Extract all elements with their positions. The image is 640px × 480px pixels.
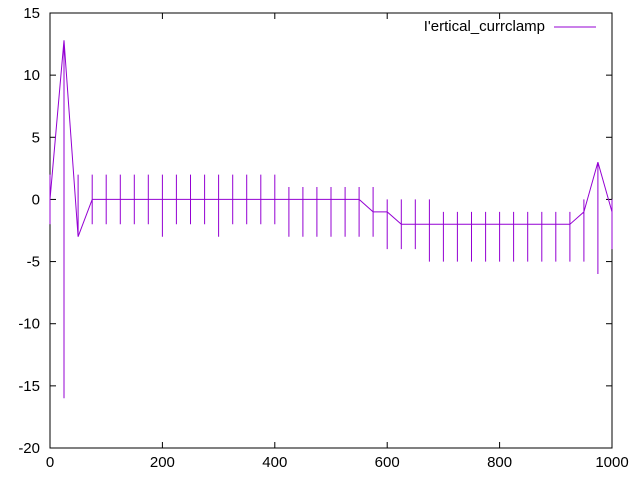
series-group bbox=[49, 40, 613, 399]
series-line bbox=[49, 40, 613, 399]
y-tick-label: 10 bbox=[23, 67, 40, 84]
x-tick-label: 200 bbox=[150, 454, 175, 471]
y-tick-label: -15 bbox=[18, 378, 40, 395]
x-tick-label: 600 bbox=[375, 454, 400, 471]
axis-ticks bbox=[49, 12, 613, 449]
x-tick-label: 400 bbox=[262, 454, 287, 471]
x-tick-label: 1000 bbox=[595, 454, 628, 471]
y-tick-label: -20 bbox=[18, 440, 40, 457]
y-tick-label: 0 bbox=[32, 191, 40, 208]
y-tick-label: 5 bbox=[32, 129, 40, 146]
y-tick-label: -5 bbox=[27, 254, 40, 271]
x-tick-label: 800 bbox=[487, 454, 512, 471]
legend: I'ertical_currclamp bbox=[424, 18, 596, 35]
y-tick-label: 15 bbox=[23, 5, 40, 22]
legend-label: I'ertical_currclamp bbox=[424, 18, 545, 35]
y-tick-label: -10 bbox=[18, 316, 40, 333]
axis-tick-labels: 0 200 400 600 800 1000 -20 -15 -10 -5 0 5 10 15 bbox=[18, 5, 628, 471]
x-tick-label: 0 bbox=[46, 454, 54, 471]
